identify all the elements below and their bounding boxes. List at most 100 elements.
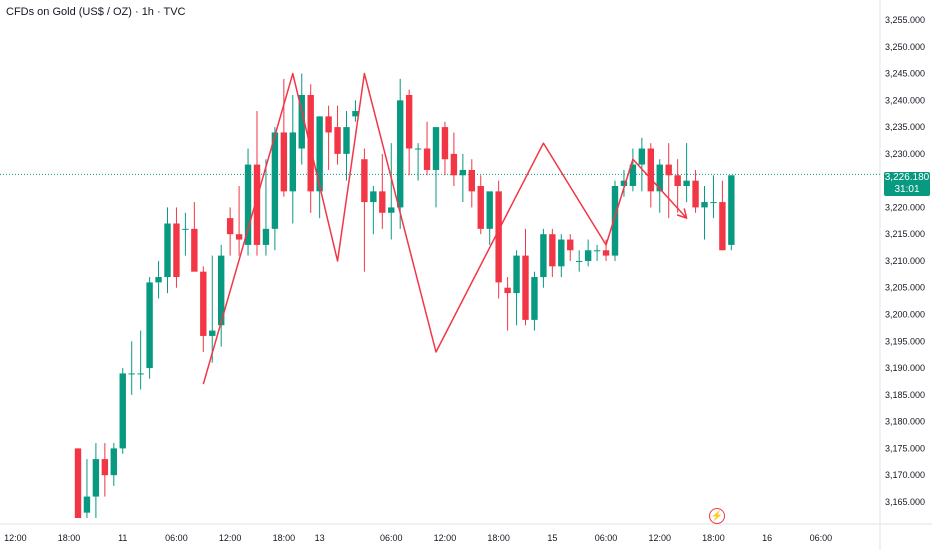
- candle-body: [647, 148, 654, 192]
- current-price-label: 3,226.180: [884, 172, 930, 183]
- candle-body: [182, 228, 189, 230]
- candle-body: [701, 202, 708, 208]
- candle-body: [576, 260, 583, 262]
- candle-body: [593, 250, 601, 252]
- x-tick-label: 16: [762, 533, 772, 543]
- candle-body: [200, 271, 207, 336]
- x-tick-label: 12:00: [4, 533, 27, 543]
- x-tick-label: 06:00: [595, 533, 618, 543]
- candle-body: [361, 159, 368, 203]
- candle-body: [602, 250, 610, 256]
- candle-body: [486, 191, 493, 229]
- x-tick-label: 06:00: [165, 533, 188, 543]
- candle-body: [674, 175, 681, 186]
- candle-body: [567, 239, 574, 251]
- candle-body: [540, 234, 547, 278]
- candle-body: [584, 250, 592, 261]
- candle-body: [352, 111, 359, 117]
- candle-body: [343, 127, 350, 154]
- candle-body: [495, 191, 502, 283]
- y-tick-label: 3,240.000: [885, 95, 925, 105]
- y-tick-label: 3,170.000: [885, 470, 925, 480]
- candle-body: [656, 164, 663, 192]
- x-tick-label: 12:00: [434, 533, 457, 543]
- candle-body: [370, 191, 377, 203]
- x-tick-label: 12:00: [219, 533, 242, 543]
- pattern-line: [202, 72, 688, 385]
- candle-body: [289, 132, 296, 192]
- x-tick-label: 18:00: [487, 533, 510, 543]
- candle-body: [74, 448, 82, 518]
- y-tick-label: 3,220.000: [885, 202, 925, 212]
- y-tick-label: 3,255.000: [885, 15, 925, 25]
- candle-body: [271, 132, 279, 229]
- candle-body: [307, 94, 314, 192]
- y-tick-label: 3,180.000: [885, 417, 925, 427]
- candle-countdown: 31:01: [894, 184, 920, 195]
- candle-body: [388, 207, 395, 213]
- candle-body: [119, 373, 126, 449]
- candle-body: [209, 330, 216, 336]
- candle-body: [262, 228, 270, 245]
- candle-body: [101, 459, 109, 476]
- candle-body: [620, 180, 628, 186]
- x-tick-label: 11: [118, 533, 127, 543]
- candle-body: [692, 180, 699, 208]
- candle-body: [513, 255, 520, 294]
- candle-body: [316, 116, 323, 192]
- lightning-icon[interactable]: ⚡: [709, 508, 725, 524]
- candle-body: [638, 148, 646, 165]
- candle-body: [504, 287, 511, 294]
- candle-body: [405, 94, 413, 149]
- candle-body: [459, 169, 467, 176]
- candle-body: [110, 448, 117, 476]
- y-tick-label: 3,200.000: [885, 310, 925, 320]
- candle-body: [558, 239, 565, 267]
- y-tick-label: 3,235.000: [885, 122, 925, 132]
- y-tick-label: 3,205.000: [885, 283, 925, 293]
- candle-body: [235, 234, 243, 240]
- y-tick-label: 3,165.000: [885, 497, 925, 507]
- candle-body: [280, 132, 288, 192]
- candle-body: [164, 223, 171, 278]
- candle-body: [137, 373, 144, 375]
- candle-body: [611, 186, 619, 256]
- candle-body: [683, 180, 690, 186]
- y-tick-label: 3,250.000: [885, 42, 925, 52]
- candle-body: [325, 116, 332, 133]
- candle-body: [468, 169, 475, 192]
- pattern-arrow-head: [676, 208, 688, 219]
- x-tick-label: 15: [547, 533, 557, 543]
- y-tick-label: 3,215.000: [885, 229, 925, 239]
- candle-body: [334, 127, 341, 154]
- candle-body: [549, 234, 556, 267]
- candle-body: [450, 153, 458, 176]
- candle-body: [155, 277, 162, 283]
- candle-body: [218, 255, 225, 326]
- candle-body: [226, 218, 234, 235]
- candle-body: [253, 164, 261, 245]
- y-tick-label: 3,245.000: [885, 69, 925, 79]
- candle-body: [423, 148, 431, 170]
- candle-body: [92, 459, 100, 497]
- candle-body: [146, 282, 153, 369]
- candle-body: [83, 496, 91, 513]
- candle-body: [719, 202, 726, 251]
- candle-body: [728, 175, 735, 245]
- candle-body: [379, 191, 386, 213]
- candle-body: [128, 373, 135, 375]
- candle-body: [298, 94, 305, 149]
- candle-body: [665, 164, 672, 176]
- candle-body: [397, 100, 404, 208]
- candle-body: [244, 164, 252, 245]
- candle-body: [531, 277, 538, 320]
- y-tick-label: 3,175.000: [885, 443, 925, 453]
- x-tick-label: 06:00: [380, 533, 403, 543]
- candle-body: [629, 164, 637, 186]
- candle-body: [414, 148, 422, 150]
- y-tick-label: 3,190.000: [885, 363, 925, 373]
- x-tick-label: 18:00: [273, 533, 296, 543]
- x-tick-label: 13: [315, 533, 325, 543]
- candle-body: [441, 127, 449, 160]
